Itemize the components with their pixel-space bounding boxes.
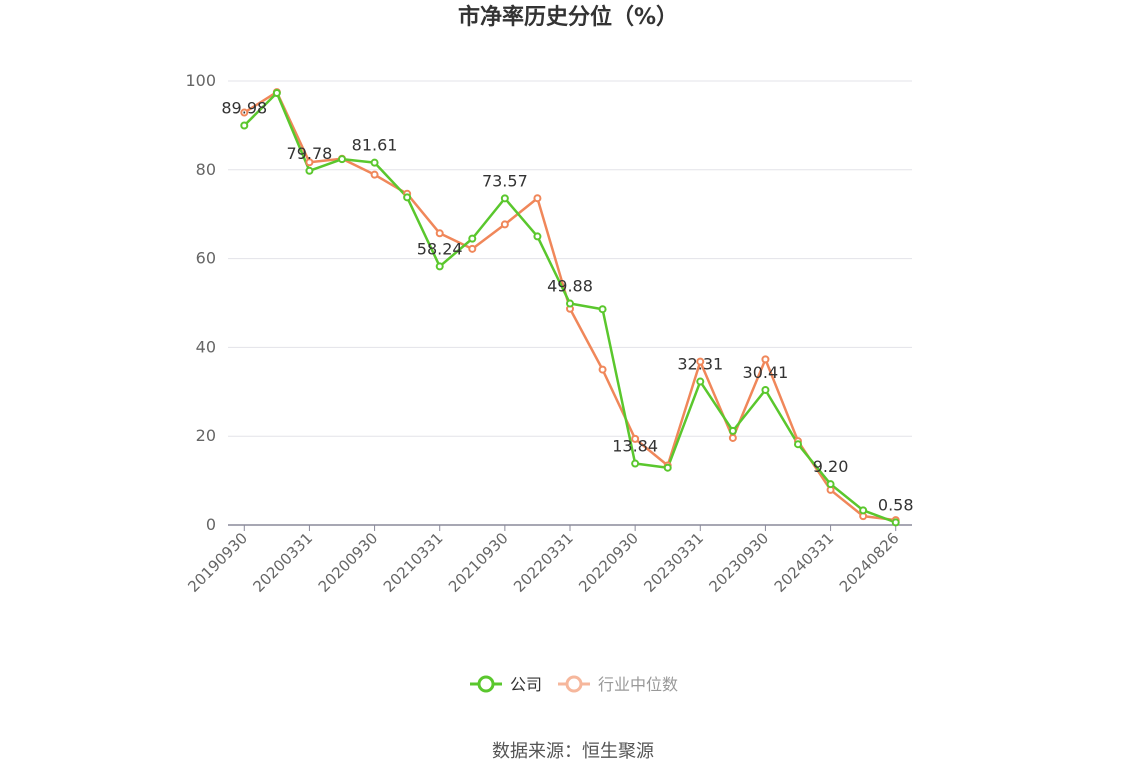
y-tick-label: 40 [196,337,216,356]
data-point[interactable] [305,158,314,167]
data-point[interactable] [826,480,835,489]
data-label: 79.78 [287,144,333,163]
data-point[interactable] [696,377,705,386]
y-tick-label: 100 [185,71,216,90]
series-group [240,88,900,527]
data-label: 9.20 [813,457,849,476]
y-axis: 0 20 40 60 80 100 [185,71,216,534]
y-tick-label: 60 [196,249,216,268]
data-point[interactable] [891,518,900,527]
data-label: 73.57 [482,171,528,190]
data-label: 58.24 [417,239,463,258]
data-label: 81.61 [352,136,398,155]
data-point[interactable] [500,220,509,229]
grid [228,80,912,437]
legend-swatch-marker [477,675,495,693]
data-point[interactable] [728,426,737,435]
data-point[interactable] [435,229,444,238]
x-tick-label: 20210930 [445,529,512,596]
data-point[interactable] [468,234,477,243]
chart-title: 市净率历史分位（%） [458,4,678,30]
legend-label[interactable]: 公司 [510,675,542,694]
legend-label[interactable]: 行业中位数 [598,675,678,694]
data-label: 32.31 [677,355,723,374]
data-point[interactable] [663,463,672,472]
data-point[interactable] [468,244,477,253]
x-tick-label: 20240331 [771,529,838,596]
x-tick-label: 20230331 [640,529,707,596]
data-label: 0.58 [878,495,914,514]
source-text: 数据来源：恒生聚源 [492,741,654,762]
data-point[interactable] [500,194,509,203]
x-tick-label: 20200930 [315,529,382,596]
data-point[interactable] [435,262,444,271]
legend-swatch-marker [565,675,583,693]
x-tick-label: 20230930 [706,529,773,596]
y-tick-label: 0 [206,515,216,534]
legend[interactable]: 公司 行业中位数 [470,675,678,694]
x-tick-label: 20210331 [380,529,447,596]
x-tick-label: 20220331 [510,529,577,596]
data-point[interactable] [240,121,249,130]
x-tick-label: 20190930 [184,529,251,596]
data-label: 49.88 [547,277,593,296]
data-label: 30.41 [743,363,789,382]
data-point[interactable] [859,506,868,515]
data-label: 13.84 [612,437,658,456]
data-point[interactable] [370,158,379,167]
data-point[interactable] [696,357,705,366]
x-tick-label: 20200331 [250,529,317,596]
data-point[interactable] [272,88,281,97]
data-point[interactable] [761,355,770,364]
x-tick-label: 20220930 [575,529,642,596]
data-point[interactable] [533,232,542,241]
data-point[interactable] [533,194,542,203]
data-point[interactable] [305,166,314,175]
data-point[interactable] [370,170,379,179]
data-point[interactable] [598,365,607,374]
data-point[interactable] [566,299,574,308]
data-point[interactable] [761,385,770,394]
data-point[interactable] [403,193,412,202]
data-point[interactable] [631,459,640,468]
data-labels: 89.98 79.78 81.61 58.24 73.57 49.88 13.84 32.31… [221,98,913,514]
x-axis: 2019093020200331202009302021033120210930… [184,524,912,596]
data-point[interactable] [631,434,640,443]
y-tick-label: 20 [196,426,216,445]
data-point[interactable] [240,108,249,117]
data-label: 89.98 [221,98,267,117]
data-point[interactable] [598,305,607,314]
data-point[interactable] [794,440,802,449]
data-point[interactable] [728,433,737,442]
y-tick-label: 80 [196,160,216,179]
data-point[interactable] [338,155,346,164]
x-tick-label: 20240826 [836,529,903,596]
